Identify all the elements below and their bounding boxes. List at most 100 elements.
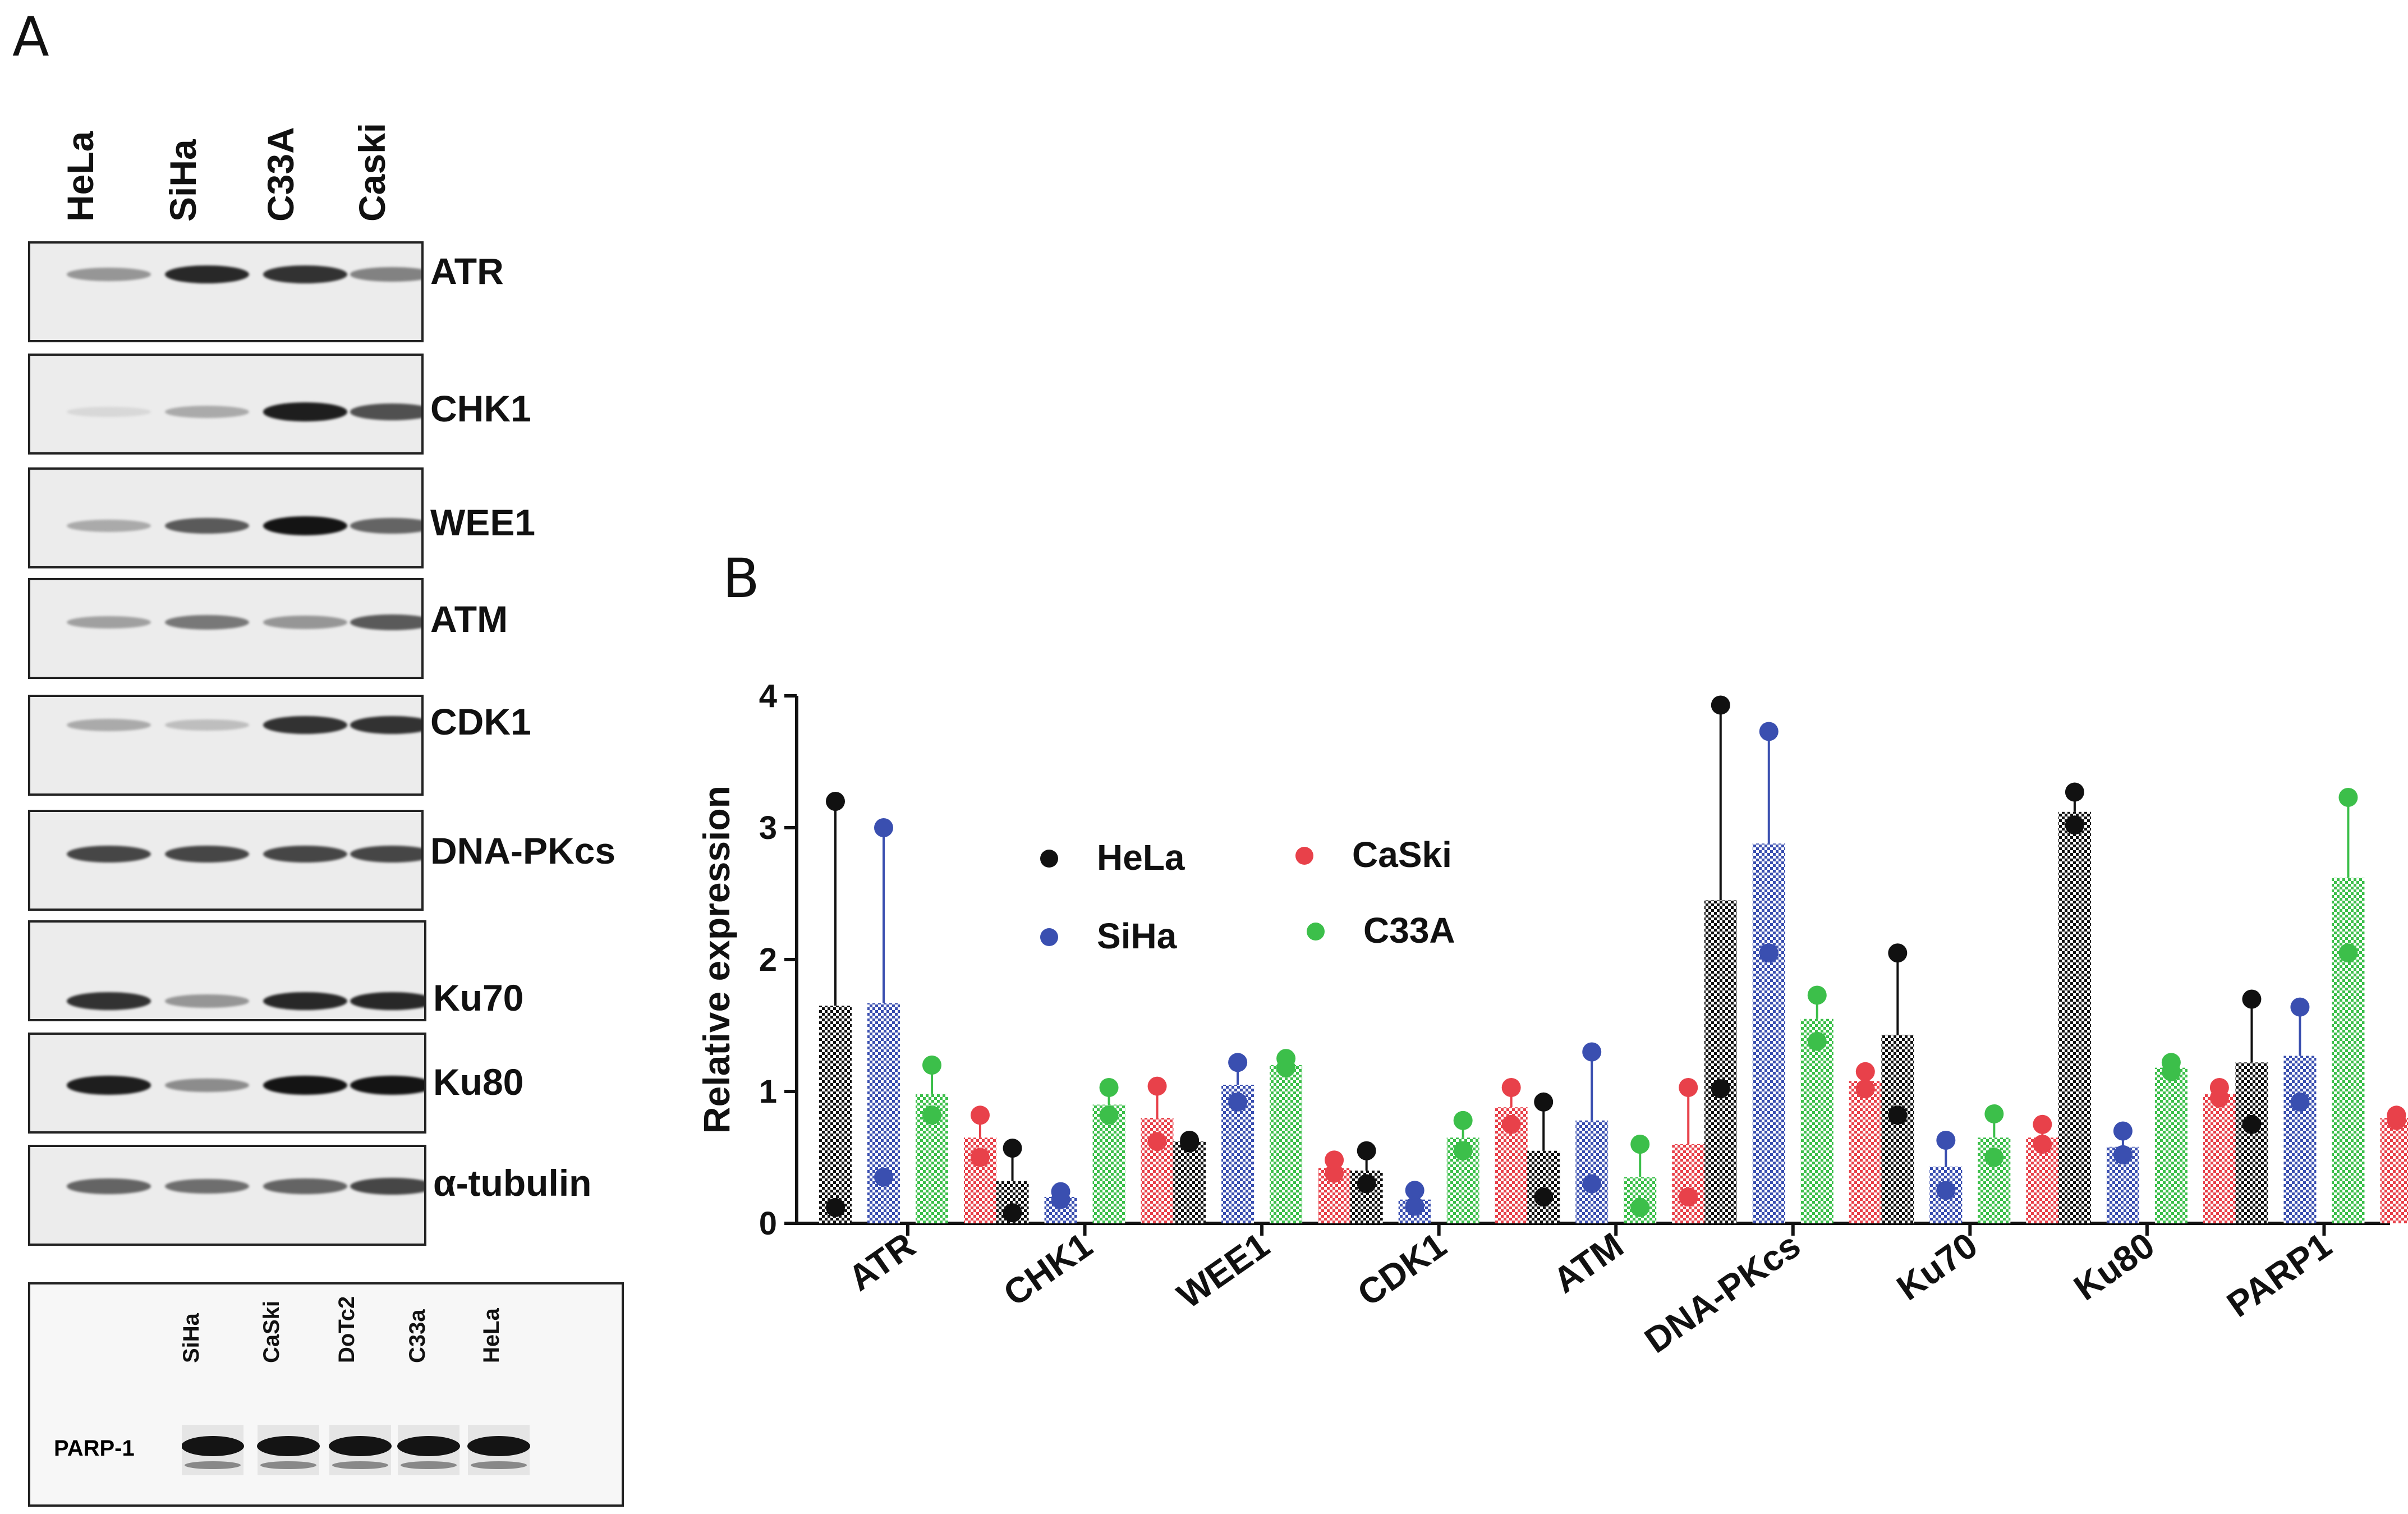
x-tick-label: ATR [841, 1224, 922, 1299]
band [67, 406, 151, 418]
data-point [1679, 1077, 1698, 1097]
band [165, 517, 249, 534]
blot-label: α-tubulin [433, 1162, 592, 1204]
x-tick-label: WEE1 [1170, 1224, 1276, 1316]
data-point [1099, 1077, 1119, 1097]
blot--tubulin [28, 1145, 426, 1246]
band [165, 265, 249, 284]
band [165, 615, 249, 630]
data-point [2290, 1092, 2310, 1112]
parp-band [397, 1436, 460, 1456]
blot-atm [28, 578, 424, 679]
bar-siha [2283, 1056, 2317, 1223]
data-point [2290, 997, 2310, 1017]
x-tick-label: PARP1 [2219, 1224, 2338, 1325]
bar-siha [1575, 1120, 1609, 1223]
legend-marker-hela [1040, 850, 1058, 868]
data-point [1325, 1163, 1344, 1183]
data-point [1357, 1174, 1376, 1194]
y-tick-label: 0 [759, 1205, 777, 1242]
legend-marker-siha [1040, 928, 1058, 946]
bar-caski [1849, 1081, 1882, 1223]
data-point [1276, 1049, 1296, 1068]
bar-c33a [2154, 1067, 2188, 1223]
data-point [1630, 1135, 1650, 1154]
bar-c33a [1270, 1065, 1303, 1223]
band [350, 992, 424, 1011]
data-point [971, 1148, 990, 1167]
data-point [1984, 1104, 2004, 1123]
data-point [1679, 1187, 1698, 1206]
blot-atr [28, 241, 424, 342]
bar-hela [1173, 1141, 1206, 1223]
data-point [1759, 722, 1779, 741]
band [165, 719, 249, 731]
band [263, 265, 347, 283]
data-point [1501, 1114, 1521, 1134]
data-point [2209, 1077, 2229, 1097]
data-point [971, 1105, 990, 1125]
data-point [922, 1056, 941, 1075]
data-point [2387, 1105, 2406, 1125]
legend-label-caski: CaSki [1352, 834, 1452, 875]
x-tick-label: DNA-PKcs [1637, 1224, 1807, 1361]
band [165, 1178, 249, 1194]
parp-lower-band [401, 1461, 457, 1469]
data-point [2065, 782, 2084, 802]
band [350, 403, 421, 420]
data-point [826, 1198, 845, 1217]
y-axis-label: Relative expression [696, 786, 737, 1134]
band [350, 267, 421, 282]
band [350, 1076, 424, 1095]
legend-marker-caski [1295, 847, 1313, 865]
parp-blot: SiHa CaSki DoTc2 C33a HeLa PARP-1 [28, 1282, 624, 1507]
data-point [1357, 1141, 1376, 1160]
band [263, 1178, 347, 1194]
band [67, 719, 151, 731]
blot-ku70 [28, 920, 426, 1021]
band [263, 1076, 347, 1095]
data-point [1147, 1076, 1167, 1096]
y-tick-label: 4 [759, 678, 777, 714]
data-point [2161, 1053, 2181, 1072]
data-point [1582, 1042, 1602, 1062]
data-point [1759, 943, 1779, 963]
data-point [1711, 1079, 1730, 1099]
parp-band [257, 1436, 320, 1456]
x-tick-label: Ku80 [2066, 1224, 2161, 1308]
data-point [1228, 1092, 1248, 1112]
bar-hela [819, 1006, 852, 1223]
band [263, 616, 347, 629]
parp-lower-band [332, 1461, 388, 1469]
blot-cdk1 [28, 695, 424, 796]
legend-label-hela: HeLa [1097, 837, 1185, 878]
band [67, 520, 151, 532]
data-point [2065, 815, 2084, 835]
blot-label: WEE1 [430, 502, 536, 543]
band [165, 846, 249, 862]
panel-b-letter: B [723, 547, 760, 610]
parp-lower-band [471, 1461, 527, 1469]
band [350, 518, 421, 534]
data-point [1855, 1079, 1875, 1099]
data-point [1630, 1198, 1650, 1217]
data-point [1501, 1077, 1521, 1097]
x-tick-label: Ku70 [1890, 1224, 1984, 1308]
x-tick-label: CHK1 [996, 1224, 1100, 1314]
data-point [2113, 1121, 2133, 1141]
parp-band [329, 1436, 392, 1456]
band [165, 994, 249, 1008]
data-point [2033, 1135, 2052, 1154]
band [263, 402, 347, 421]
data-point [2338, 943, 2358, 963]
data-point [2033, 1114, 2052, 1134]
band [350, 716, 421, 734]
data-point [1807, 1031, 1827, 1051]
data-point [1099, 1105, 1119, 1125]
blot-ku80 [28, 1033, 426, 1134]
band [67, 846, 151, 862]
blot-label: DNA-PKcs [430, 830, 616, 871]
bar-siha [867, 1003, 900, 1223]
band [350, 614, 421, 631]
